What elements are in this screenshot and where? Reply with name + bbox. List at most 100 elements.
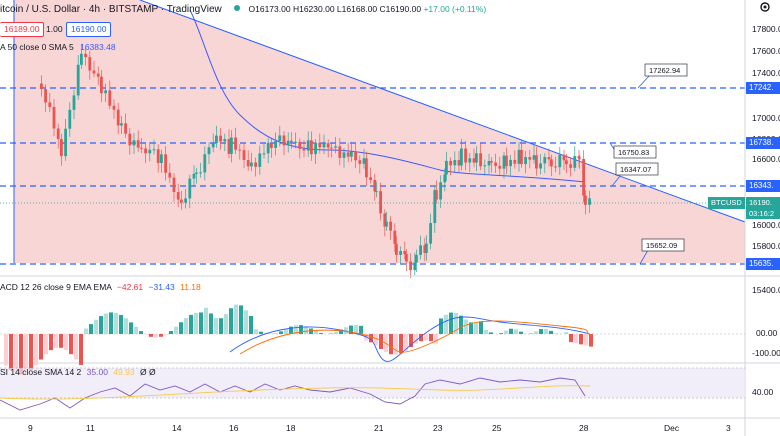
candle-body <box>124 123 127 134</box>
rsi-tick: 40.00 <box>752 387 774 397</box>
macd-bar <box>589 334 593 347</box>
candle-body <box>88 57 92 71</box>
macd-bar <box>419 334 423 342</box>
macd-bar <box>74 334 78 360</box>
macd-bar <box>414 334 418 344</box>
price-badge-17242[interactable]: 17242. <box>746 82 780 94</box>
sell-price: 16189.00 <box>4 24 40 34</box>
ohlc-close: C16190.00 <box>379 4 422 14</box>
macd-bar <box>469 322 473 334</box>
rsi-value: 35.00 <box>86 367 108 377</box>
candle-body <box>472 158 476 163</box>
price-badge-16738[interactable]: 16738. <box>746 137 780 149</box>
macd-bar <box>9 334 13 371</box>
chart-title[interactable]: itcoin / U.S. Dollar · 4h · BITSTAMP · T… <box>0 4 486 15</box>
sma-legend-label: A 50 close 0 SMA 5 <box>0 42 74 52</box>
candle-body <box>445 160 448 175</box>
annotation-16750[interactable]: 16750.83 <box>609 142 657 159</box>
price-tick: 16000.00 <box>752 220 780 230</box>
macd-bar <box>219 318 223 334</box>
macd-bar <box>199 312 203 334</box>
macd-bar <box>259 331 263 334</box>
candle-body <box>211 143 215 148</box>
candle-body <box>487 160 491 166</box>
macd-bar <box>194 312 198 334</box>
candle-body <box>362 158 366 164</box>
candle-body <box>52 107 56 129</box>
candle-body <box>419 245 422 255</box>
macd-bar <box>344 327 348 334</box>
candle-body <box>385 221 388 227</box>
candle-body <box>453 160 457 166</box>
annotation-label: 17262.94 <box>649 66 680 75</box>
price-tick: 17000.00 <box>752 113 780 123</box>
spread-value: 1.00 <box>46 24 63 34</box>
macd-tick: -100.00 <box>752 348 780 358</box>
macd-legend[interactable]: ACD 12 26 close 9 EMA EMA −42.61 −31.43 … <box>0 282 201 292</box>
macd-bar <box>119 314 123 334</box>
rsi-legend[interactable]: SI 14 close SMA 14 2 35.00 49.93 Ø Ø <box>0 367 156 377</box>
candle-body <box>383 213 387 227</box>
candle-body <box>250 162 253 167</box>
macd-bar <box>339 329 343 334</box>
candle-body <box>148 149 152 154</box>
macd-bar <box>489 332 493 334</box>
sell-button[interactable]: 16189.00 <box>0 22 45 37</box>
candle-body <box>425 243 428 253</box>
candle-body <box>184 198 187 203</box>
sma-legend[interactable]: A 50 close 0 SMA 5 16383.48 <box>0 42 116 52</box>
candle-body <box>505 155 508 167</box>
candle-body <box>330 147 333 149</box>
annotation-label: 15652.09 <box>646 241 677 250</box>
candle-body <box>96 73 100 77</box>
candle-body <box>318 142 322 148</box>
macd-bar <box>424 334 428 341</box>
macd-bar <box>304 326 308 334</box>
symbol-badge[interactable]: BTCUSD <box>708 197 745 209</box>
current-price-badge[interactable]: 16190. 03:16:2 <box>746 197 780 219</box>
candle-body <box>565 160 568 165</box>
candle-body <box>100 76 103 94</box>
candle-body <box>358 160 362 164</box>
candle-body <box>112 105 116 110</box>
candle-body <box>294 141 297 143</box>
bar-countdown: 03:16:2 <box>749 209 775 218</box>
price-badge-15635[interactable]: 15635. <box>746 258 780 270</box>
descending-trendline[interactable] <box>139 0 746 223</box>
price-tick: 17400.00 <box>752 68 780 78</box>
candle-body <box>72 95 76 110</box>
gear-icon[interactable] <box>758 0 772 14</box>
candle-body <box>84 53 87 58</box>
macd-bar <box>184 318 188 334</box>
candle-body <box>535 155 538 169</box>
candle-body <box>144 148 147 154</box>
macd-bar <box>129 322 133 334</box>
candle-body <box>379 191 382 214</box>
candle-body <box>128 133 132 146</box>
annotation-16347[interactable]: 16347.07 <box>611 162 659 187</box>
macd-bar <box>69 334 73 355</box>
candle-body <box>443 174 447 183</box>
macd-bar <box>394 334 398 355</box>
macd-bar <box>94 319 98 334</box>
candle-body <box>48 102 52 108</box>
market-status-dot-icon <box>234 5 241 11</box>
candle-body <box>435 190 438 200</box>
price-badge-16343[interactable]: 16343. <box>746 180 780 192</box>
candle-body <box>242 150 246 160</box>
macd-bar <box>114 312 118 334</box>
candle-body <box>502 155 506 169</box>
candle-body <box>219 135 222 142</box>
candle-body <box>346 152 350 157</box>
buy-button[interactable]: 16190.00 <box>66 22 112 37</box>
macd-bar <box>484 329 488 334</box>
price-tick: 17600.00 <box>752 46 780 56</box>
macd-bar <box>89 324 93 334</box>
annotation-15652[interactable]: 15652.09 <box>639 238 685 265</box>
macd-bar <box>379 334 383 349</box>
candle-body <box>399 251 402 255</box>
buy-price: 16190.00 <box>71 24 107 34</box>
candle-body <box>282 135 286 146</box>
annotation-17262[interactable]: 17262.94 <box>637 63 688 89</box>
